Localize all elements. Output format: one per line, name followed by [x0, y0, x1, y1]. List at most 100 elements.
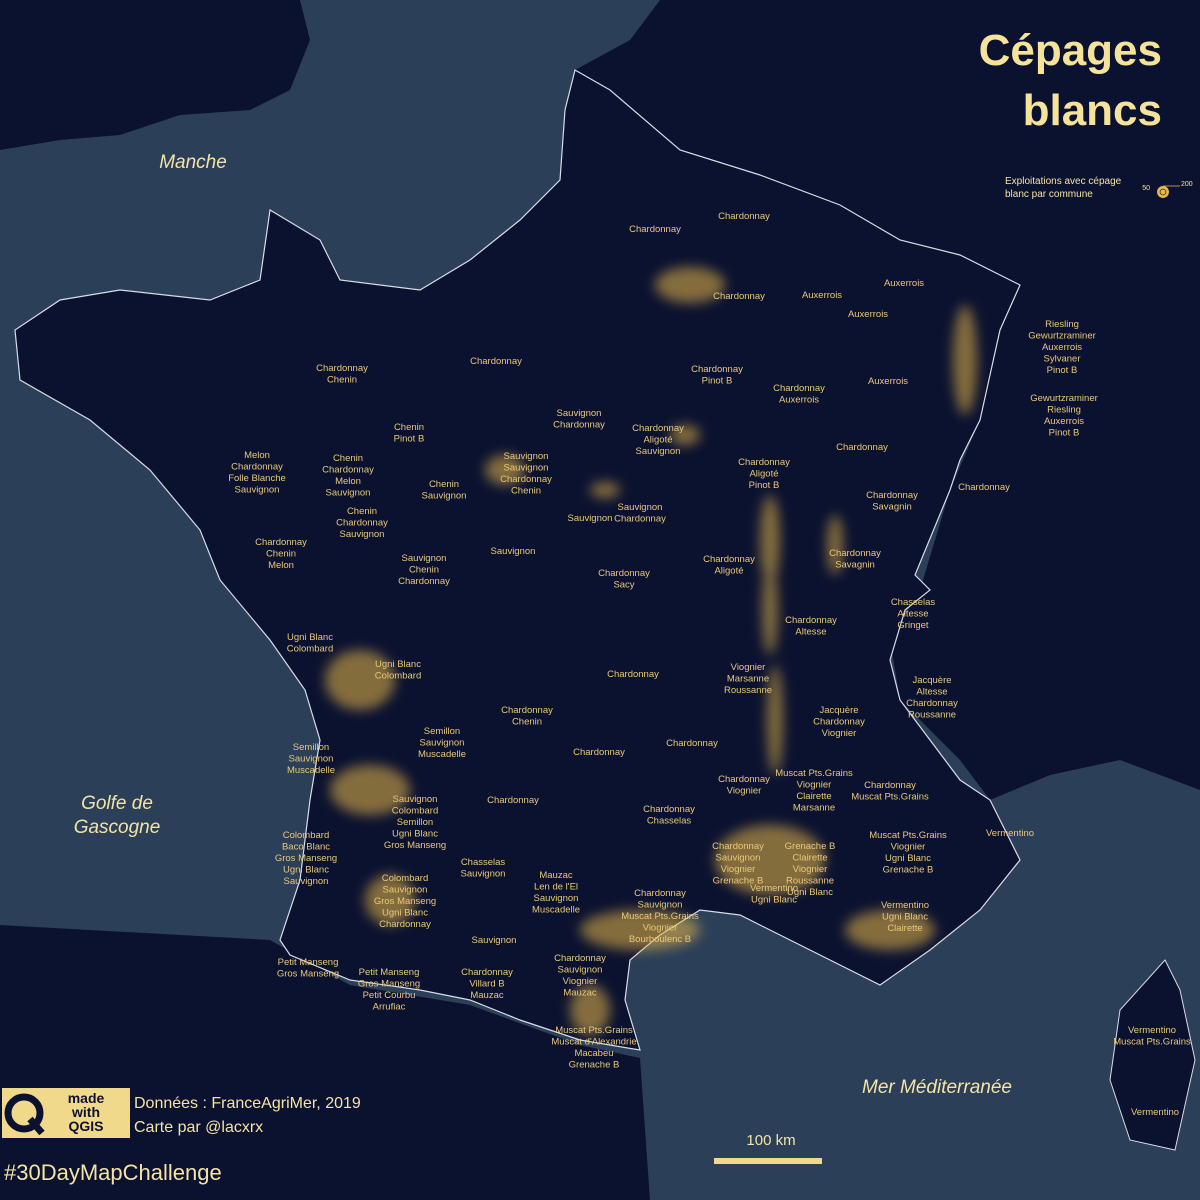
legend-size-label: 50 [1142, 185, 1150, 192]
region-label: Altesse [897, 609, 928, 620]
region-label: Muscat Pts.Grains [869, 830, 947, 841]
region-label: Chenin [409, 565, 439, 576]
scale-bar [714, 1158, 822, 1164]
region-label: Sauvignon [568, 513, 613, 524]
region-label: Chenin [429, 479, 459, 490]
region-label: Colombard [375, 671, 421, 682]
region-label: Chardonnay [712, 841, 764, 852]
region-label: Chardonnay [461, 967, 513, 978]
vineyard-zones [325, 267, 977, 1035]
region-label: Altesse [916, 687, 947, 698]
region-label: Chardonnay [666, 738, 718, 749]
region-label: Sauvignon [326, 488, 371, 499]
region-label: Auxerrois [802, 290, 842, 301]
region-label: Chenin [347, 506, 377, 517]
region-label: Sauvignon [420, 738, 465, 749]
region-label: Chenin [512, 717, 542, 728]
region-label: Chardonnay [829, 548, 881, 559]
region-label: Muscat d'Alexandrie [551, 1037, 636, 1048]
region-label: Gewurtzraminer [1030, 393, 1098, 404]
region-label: Clairette [792, 853, 827, 864]
region-label: Ugni Blanc [283, 865, 329, 876]
region-label: Semillon [397, 817, 433, 828]
legend-title: blanc par commune [1005, 189, 1093, 200]
region-label: Baco Blanc [282, 842, 330, 853]
region-label: Mauzac [470, 990, 504, 1001]
region-label: Vermentino [1131, 1107, 1179, 1118]
region-label: Gros Manseng [358, 979, 420, 990]
region-label: Muscat Pts.Grains [555, 1025, 633, 1036]
region-label: Chenin [394, 422, 424, 433]
qgis-badge-text: QGIS [68, 1118, 103, 1134]
region-label: Muscat Pts.Grains [851, 792, 929, 803]
region-label: Sauvignon [618, 502, 663, 513]
region-label: Chardonnay [573, 747, 625, 758]
region-label: Sauvignon [716, 853, 761, 864]
region-label: Arrufiac [373, 1002, 406, 1013]
region-label: Chardonnay [738, 457, 790, 468]
region-label: Semillon [293, 742, 329, 753]
region-label: Clairette [796, 791, 831, 802]
region-label: Gringet [897, 620, 929, 631]
region-label: Chardonnay [629, 224, 681, 235]
region-label: Chenin [327, 375, 357, 386]
region-label: Sauvignon [393, 794, 438, 805]
qgis-logo [27, 1116, 45, 1136]
hashtag: #30DayMapChallenge [4, 1160, 222, 1185]
region-label: Savagnin [835, 560, 875, 571]
region-label: Pinot B [749, 480, 780, 491]
legend-title: Exploitations avec cépage [1005, 176, 1122, 187]
title: blancs [1023, 86, 1162, 135]
qgis-logo [4, 1093, 44, 1133]
region-label: Ugni Blanc [392, 829, 438, 840]
region-label: Sacy [613, 580, 634, 591]
region-label: Semillon [424, 726, 460, 737]
region-label: Sauvignon [289, 754, 334, 765]
region-label: Ugni Blanc [882, 912, 928, 923]
region-label: Auxerrois [884, 278, 924, 289]
region-label: Muscadelle [418, 749, 466, 760]
source: Données : FranceAgriMer, 2019 [134, 1095, 361, 1112]
region-label: Riesling [1047, 405, 1081, 416]
region-label: Chardonnay [500, 474, 552, 485]
qgis-badge-text: made [68, 1090, 105, 1106]
legend-symbol [1159, 188, 1167, 196]
region-label: Viognier [563, 976, 598, 987]
region-label: Chardonnay [836, 442, 888, 453]
region-label: Chardonnay [813, 717, 865, 728]
region-label: Viognier [891, 842, 926, 853]
region-label: Ugni Blanc [382, 908, 428, 919]
region-label: Colombard [287, 644, 333, 655]
region-label: Aligoté [714, 566, 743, 577]
sea-label: Manche [159, 152, 227, 173]
sea-label: Golfe de [81, 793, 153, 814]
region-label: Sauvignon [557, 408, 602, 419]
region-label: Colombard [392, 806, 438, 817]
region-label: Chardonnay [643, 804, 695, 815]
region-label: Viognier [731, 662, 766, 673]
region-label: Chardonnay [336, 518, 388, 529]
labels: Chardonnay Chardonnay Chardonnay Auxerrois A… [228, 211, 1191, 1118]
region-label: Chenin [266, 549, 296, 560]
region-label: Vermentino [881, 900, 929, 911]
region-label: Petit Manseng [278, 957, 339, 968]
region-label: Chardonnay [316, 363, 368, 374]
region-label: Petit Manseng [359, 967, 420, 978]
france [14, 69, 1021, 1051]
region-label: Sauvignon [422, 491, 467, 502]
region-label: Clairette [887, 923, 922, 934]
title: Cépages [979, 26, 1162, 75]
region-label: Melon [244, 450, 270, 461]
region-label: Melon [268, 560, 294, 571]
region-label: Sauvignon [472, 935, 517, 946]
region-label: Chardonnay [554, 953, 606, 964]
region-label: Sauvignon [383, 885, 428, 896]
legend-size-label: 200 [1181, 181, 1193, 188]
region-label: Folle Blanche [228, 473, 286, 484]
region-label: Vermentino [986, 828, 1034, 839]
region-label: Chardonnay [470, 356, 522, 367]
sea-label: Gascogne [74, 817, 161, 838]
region-label: Sauvignon [461, 869, 506, 880]
corsica [1109, 959, 1196, 1151]
